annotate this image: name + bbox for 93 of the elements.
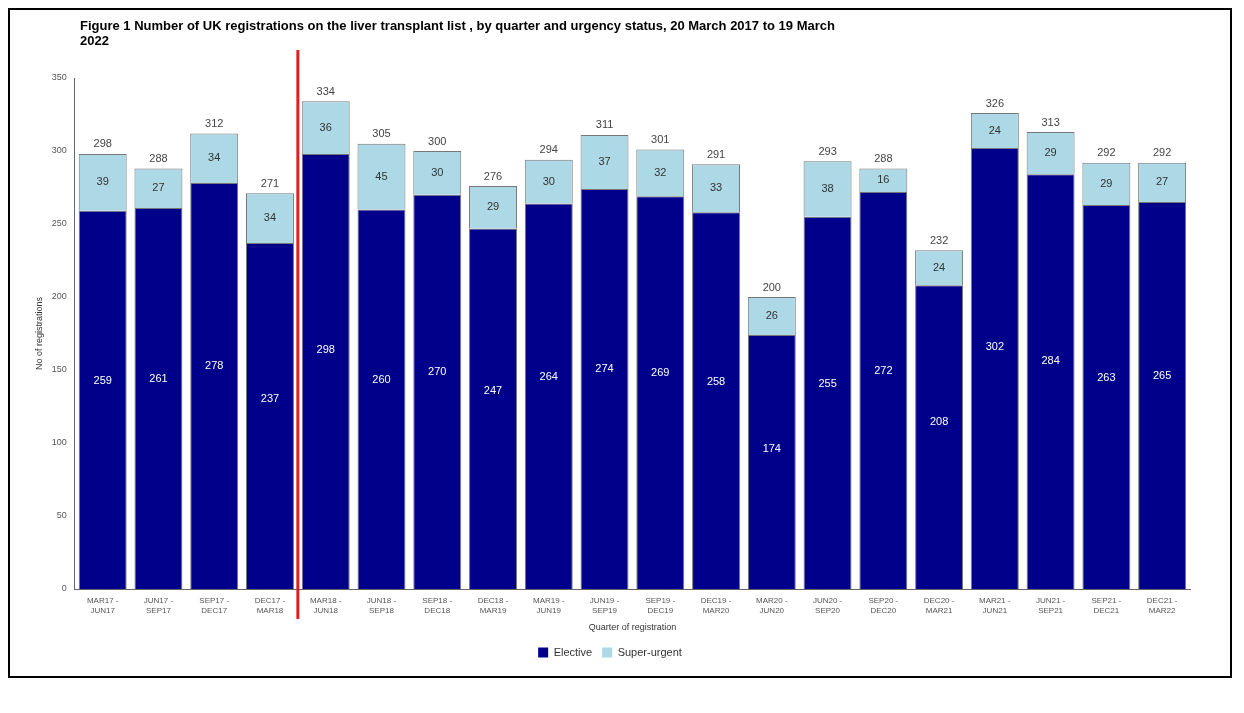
- total-label: 292: [1097, 146, 1116, 159]
- x-tick-label: SEP21 - DEC21: [1091, 596, 1122, 615]
- total-label: 300: [428, 134, 447, 147]
- y-tick-label: 300: [51, 145, 67, 156]
- data-label: 258: [706, 374, 726, 387]
- total-label: 313: [1041, 115, 1060, 128]
- data-label: 30: [542, 174, 555, 187]
- y-tick-label: 350: [51, 72, 67, 83]
- x-tick-label: DEC19 - MAR20: [700, 596, 732, 615]
- data-label: 263: [1097, 370, 1116, 383]
- x-tick-label: JUN21 - SEP21: [1035, 596, 1066, 615]
- data-label: 29: [1100, 176, 1113, 189]
- data-label: 208: [929, 415, 949, 428]
- total-label: 293: [818, 144, 837, 157]
- data-label: 30: [431, 165, 444, 178]
- legend-label: Elective: [553, 645, 593, 658]
- data-label: 261: [149, 372, 168, 385]
- total-label: 291: [706, 147, 726, 160]
- data-label: 34: [263, 211, 277, 224]
- y-tick-label: 0: [61, 583, 67, 594]
- data-label: 284: [1041, 353, 1060, 366]
- x-tick-label: SEP18 - DEC18: [422, 596, 453, 615]
- data-label: 270: [428, 365, 447, 378]
- data-label: 37: [598, 154, 611, 167]
- data-label: 26: [765, 309, 778, 322]
- x-tick-label: DEC17 - MAR18: [254, 596, 286, 615]
- total-label: 271: [260, 176, 280, 189]
- data-label: 302: [985, 339, 1005, 352]
- total-label: 311: [595, 118, 614, 131]
- total-label: 276: [483, 169, 503, 182]
- x-axis-title: Quarter of registration: [588, 622, 677, 633]
- total-label: 334: [316, 84, 335, 97]
- x-tick-label: SEP19 - DEC19: [645, 596, 676, 615]
- data-label: 34: [208, 151, 221, 164]
- y-tick-label: 200: [51, 291, 67, 302]
- total-label: 294: [539, 143, 558, 156]
- data-label: 264: [539, 370, 558, 383]
- data-label: 27: [152, 181, 165, 194]
- total-label: 301: [651, 133, 670, 146]
- x-tick-label: JUN19 - SEP19: [589, 596, 620, 615]
- data-label: 237: [260, 391, 280, 404]
- data-label: 24: [932, 260, 946, 273]
- x-tick-label: MAR21 - JUN21: [979, 596, 1011, 615]
- legend-label: Super-urgent: [617, 645, 682, 658]
- x-tick-label: MAR20 - JUN20: [756, 596, 788, 615]
- data-label: 259: [93, 374, 112, 387]
- chart-title: Figure 1 Number of UK registrations on the liver transplant list , by quarter and urgency status, 20 March 2017 to 19 March 2022: [79, 18, 836, 48]
- data-label: 29: [1044, 146, 1057, 159]
- data-label: 24: [988, 123, 1001, 136]
- total-label: 326: [985, 96, 1005, 109]
- total-label: 312: [205, 117, 224, 130]
- total-label: 298: [93, 137, 112, 150]
- data-label: 255: [818, 377, 837, 390]
- total-label: 232: [929, 233, 949, 246]
- data-label: 29: [486, 200, 500, 213]
- data-label: 274: [595, 362, 614, 375]
- data-label: 38: [821, 181, 834, 194]
- data-label: 269: [651, 366, 670, 379]
- x-tick-label: SEP20 - DEC20: [868, 596, 899, 615]
- y-tick-label: 150: [51, 364, 67, 375]
- data-label: 272: [874, 363, 893, 376]
- x-tick-label: MAR17 - JUN17: [86, 596, 119, 615]
- y-axis-title: No of registrations: [33, 296, 44, 371]
- x-tick-label: DEC21 - MAR22: [1146, 596, 1178, 615]
- data-label: 16: [877, 173, 890, 186]
- y-tick-label: 50: [56, 510, 67, 521]
- total-label: 305: [372, 127, 391, 140]
- data-label: 33: [709, 181, 723, 194]
- data-label: 247: [483, 383, 503, 396]
- data-label: 45: [375, 169, 388, 182]
- total-label: 288: [149, 152, 168, 165]
- total-label: 200: [762, 280, 781, 293]
- x-tick-label: SEP17 - DEC17: [199, 596, 230, 615]
- x-tick-label: JUN18 - SEP18: [366, 596, 397, 615]
- x-tick-label: MAR19 - JUN19: [532, 596, 565, 615]
- data-label: 298: [316, 342, 335, 355]
- x-tick-label: DEC18 - MAR19: [477, 596, 509, 615]
- x-tick-label: DEC20 - MAR21: [923, 596, 955, 615]
- data-label: 174: [762, 442, 781, 455]
- data-label: 27: [1156, 175, 1169, 188]
- total-label: 288: [874, 152, 893, 165]
- x-tick-label: JUN17 - SEP17: [143, 596, 174, 615]
- data-label: 36: [319, 120, 332, 133]
- total-label: 292: [1152, 146, 1172, 159]
- y-tick-label: 100: [51, 437, 67, 448]
- data-label: 260: [372, 373, 391, 386]
- data-label: 265: [1152, 369, 1172, 382]
- data-label: 32: [654, 165, 667, 178]
- data-label: 39: [96, 175, 109, 188]
- data-label: 278: [205, 358, 224, 371]
- y-tick-label: 250: [51, 218, 67, 229]
- x-tick-label: JUN20 - SEP20: [812, 596, 843, 615]
- x-tick-label: MAR18 - JUN18: [309, 596, 342, 615]
